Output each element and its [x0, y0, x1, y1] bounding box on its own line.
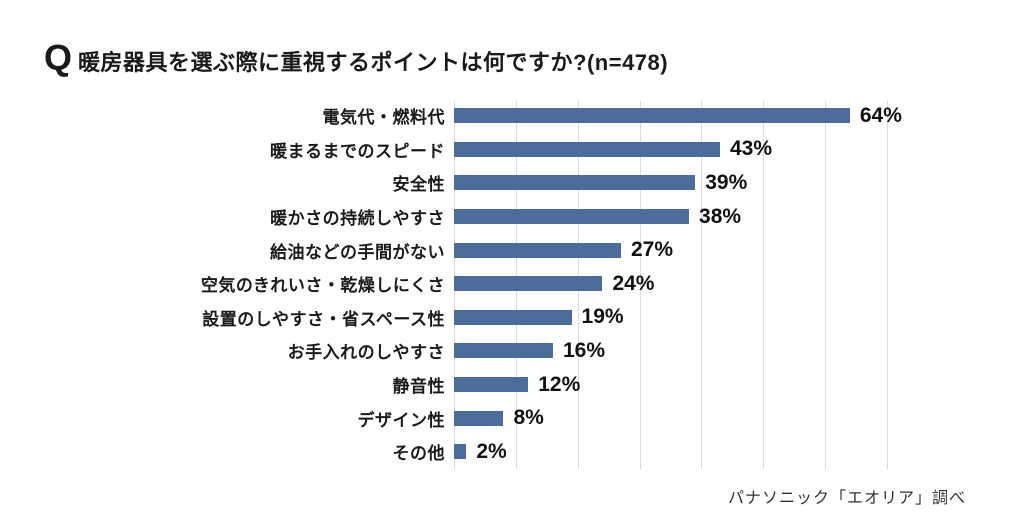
value-label: 27% [631, 238, 674, 262]
bar [454, 242, 621, 258]
bar-track: 24% [454, 267, 1024, 301]
bar [454, 141, 720, 157]
chart-row: 暖かさの持続しやすさ 38% [42, 200, 1024, 234]
value-label: 19% [581, 305, 624, 329]
category-label: 設置のしやすさ・省スペース性 [202, 309, 445, 329]
bar [454, 410, 504, 426]
bar [454, 175, 696, 191]
category-label: お手入れのしやすさ [287, 343, 445, 363]
bar-track: 12% [454, 368, 1024, 402]
category-label: 暖かさの持続しやすさ [270, 209, 445, 229]
category-label: 給油などの手間がない [270, 242, 445, 262]
chart-header: Q 暖房器具を選ぶ際に重視するポイントは何ですか?(n=478) [0, 0, 1024, 77]
chart-row: その他 2% [42, 435, 1024, 469]
value-label: 39% [705, 170, 748, 194]
chart-row: 暖まるまでのスピード 43% [42, 133, 1024, 167]
gridline [701, 101, 703, 469]
bar [454, 343, 553, 359]
value-label: 8% [513, 406, 544, 430]
bar-track: 16% [454, 334, 1024, 368]
chart-row: 静音性 12% [42, 368, 1024, 402]
chart-row: 電気代・燃料代 64% [42, 99, 1024, 133]
category-label: 暖まるまでのスピード [270, 141, 445, 161]
category-label: 安全性 [392, 175, 445, 195]
bar-track: 2% [454, 435, 1024, 469]
chart-row: 給油などの手間がない 27% [42, 233, 1024, 267]
bar [454, 108, 850, 124]
chart-rows: 電気代・燃料代 64% 暖まるまでのスピード 43% 安全性 39% 暖かさの持続しやすさ 3… [42, 99, 1024, 469]
bar-track: 38% [454, 200, 1024, 234]
value-label: 2% [476, 439, 507, 463]
bar-track: 8% [454, 401, 1024, 435]
gridline [887, 101, 888, 469]
value-label: 16% [562, 338, 605, 362]
gridline [763, 101, 765, 469]
bar-track: 39% [454, 166, 1024, 200]
category-label: 電気代・燃料代 [322, 108, 445, 128]
bar-track: 43% [454, 133, 1024, 167]
gridline [825, 101, 827, 469]
bar [454, 309, 572, 325]
bar-track: 64% [454, 99, 1024, 133]
bar-track: 27% [454, 233, 1024, 267]
bar-track: 19% [454, 301, 1024, 335]
source-note: パナソニック「エオリア」調べ [727, 490, 966, 507]
value-label: 43% [729, 137, 773, 161]
category-label: デザイン性 [357, 410, 445, 430]
chart-row: デザイン性 8% [42, 401, 1024, 435]
chart-row: お手入れのしやすさ 16% [42, 334, 1024, 368]
category-label: その他 [392, 444, 445, 464]
question-mark-label: Q [44, 37, 73, 78]
bar [454, 444, 467, 460]
chart-row: 安全性 39% [42, 166, 1024, 200]
chart-row: 空気のきれいさ・乾燥しにくさ 24% [42, 267, 1024, 301]
bar [454, 377, 529, 393]
value-label: 24% [612, 271, 655, 295]
chart-row: 設置のしやすさ・省スペース性 19% [42, 301, 1024, 335]
horizontal-bar-chart: 電気代・燃料代 64% 暖まるまでのスピード 43% 安全性 39% 暖かさの持続しやすさ 3… [0, 99, 1024, 471]
value-label: 64% [859, 103, 902, 127]
bar [454, 209, 690, 225]
page-title: 暖房器具を選ぶ際に重視するポイントは何ですか?(n=478) [78, 50, 669, 75]
category-label: 空気のきれいさ・乾燥しにくさ [200, 276, 445, 296]
value-label: 38% [699, 204, 742, 228]
bar [454, 276, 603, 292]
value-label: 12% [538, 372, 581, 396]
category-label: 静音性 [392, 377, 445, 397]
gridline [639, 101, 641, 469]
